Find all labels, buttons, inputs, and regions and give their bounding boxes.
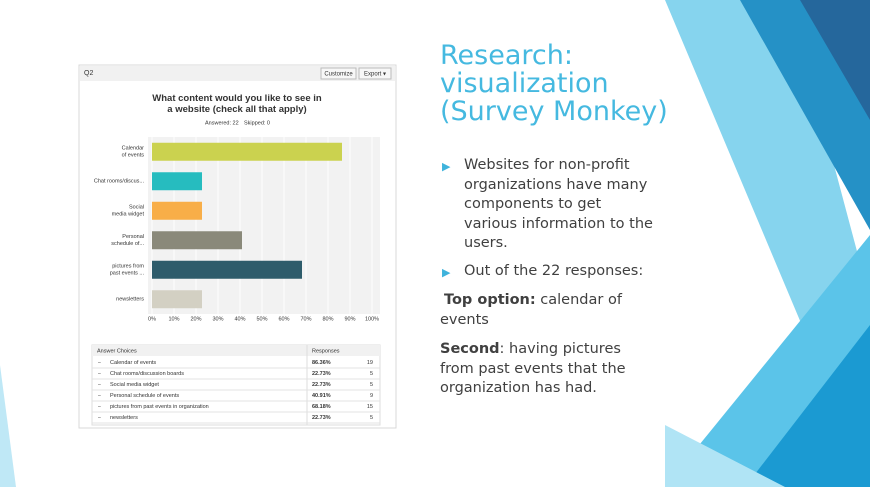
plot-area [148,137,380,314]
table-cell: 22.73% [312,382,331,388]
x-tick-label: 100% [365,316,379,322]
title-line: (Survey Monkey) [440,96,668,127]
row-icon: – [98,382,101,388]
table-cell: Personal schedule of events [110,393,179,399]
slide-title: Research: visualization (Survey Monkey) [440,42,668,126]
table-cell: Calendar of events [110,360,156,366]
decoration [0,365,16,487]
paragraph: Second: having pictures from past events… [440,340,640,399]
x-tick-label: 0% [148,316,156,322]
table-cell: 22.73% [312,371,331,377]
button-label[interactable]: Customize [324,72,353,78]
row-icon: – [98,393,101,399]
table-cell: pictures from past events in organizatio… [110,404,209,410]
table-cell: 5 [370,415,373,421]
text: : having pictures from past events that … [440,341,626,396]
x-tick-label: 50% [256,316,267,322]
text: calendar of events [440,292,622,328]
bullet: Out of the 22 responses: [464,263,644,279]
bullet: Websites for non-profit organizations ha… [464,157,653,251]
table-cell: 19 [367,360,373,366]
x-tick-label: 80% [322,316,333,322]
label: Second [440,341,500,357]
chart-title: What content would you like to see in a w… [152,93,322,115]
x-tick-label: 70% [300,316,311,322]
x-tick-label: 20% [190,316,201,322]
y-tick-label: Calendar of events [122,146,145,159]
table-cell: Social media widget [110,382,159,388]
skipped: Skipped: 0 [244,120,270,126]
row-icon: – [98,415,101,421]
x-tick-label: 60% [278,316,289,322]
row-icon: – [98,371,101,377]
bar [152,290,203,309]
button[interactable] [320,67,357,80]
y-tick-label: newsletters [116,297,144,303]
bullet-icon: ▶ [442,266,451,279]
bar [152,260,302,279]
answered: Answered: 22 [205,120,239,126]
bullet-icon: ▶ [442,160,451,173]
bar [152,142,342,161]
panel-header [80,66,395,81]
title-line: Research: [440,40,573,71]
x-tick-label: 30% [212,316,223,322]
y-tick-label: pictures from past events ... [110,264,145,277]
title-line: visualization [440,68,609,99]
table-cell: newsletters [110,415,138,421]
table-cell: 5 [370,382,373,388]
table-cell: 68.18% [312,404,331,410]
table-cell: Chat rooms/discussion boards [110,371,184,377]
button[interactable] [358,67,392,80]
bar [152,172,203,191]
table-header: Answer Choices [97,348,137,354]
table-header: Responses [312,348,340,354]
y-tick-label: Chat rooms/discus... [94,179,145,185]
label: Top option: [444,292,536,308]
y-tick-label: Social media widget [112,205,145,218]
table-cell: 40.91% [312,393,331,399]
decoration [800,0,870,120]
row-icon: – [98,360,101,366]
decoration [665,425,785,487]
x-tick-label: 10% [168,316,179,322]
x-tick-label: 90% [344,316,355,322]
table-header [92,345,380,356]
table-cell: 5 [370,371,373,377]
decoration [745,325,870,487]
table-cell: 22.73% [312,415,331,421]
table-cell: 9 [370,393,373,399]
bar [152,201,203,220]
table-cell: 86.36% [312,360,331,366]
table-cell: 15 [367,404,373,410]
y-tick-label: Personal schedule of... [111,234,144,247]
row-icon: – [98,404,101,410]
button-label[interactable]: Export ▾ [364,72,386,78]
bar [152,231,243,250]
question-id: Q2 [84,70,93,77]
x-tick-label: 40% [234,316,245,322]
paragraph: Top option: calendar of events [440,291,640,330]
